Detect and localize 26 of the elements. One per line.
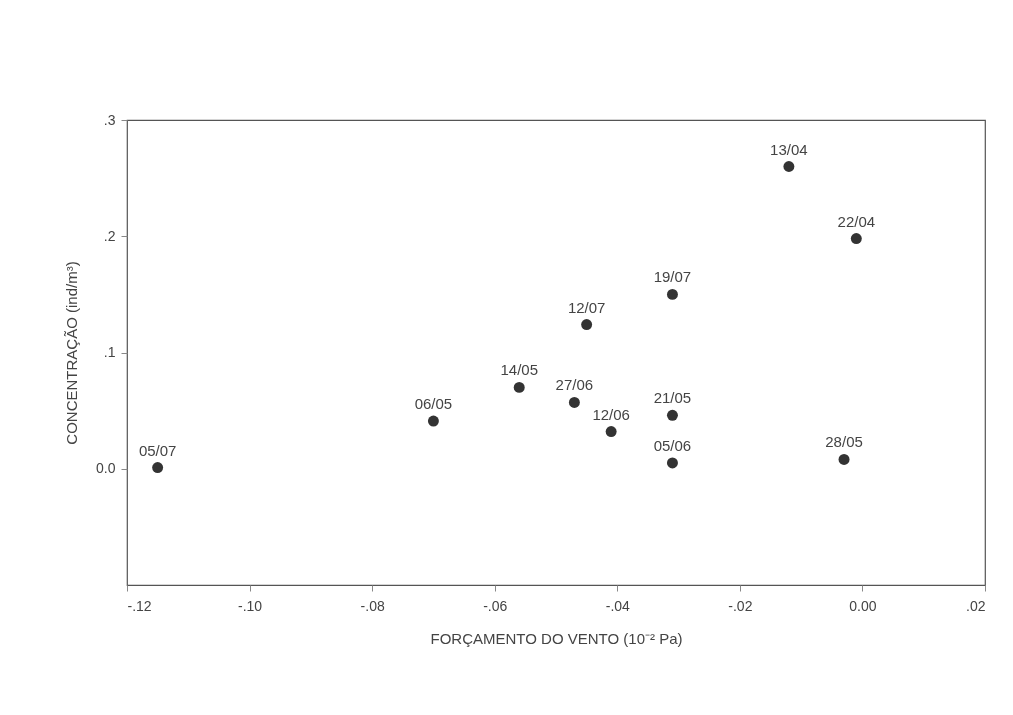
x-tick-label: -.08 <box>360 597 385 614</box>
annotation: 13/04 <box>770 140 808 158</box>
y-tick-label: 0.0 <box>96 460 116 477</box>
y-tick-label: .1 <box>103 344 116 360</box>
annotation: 14/05 <box>500 361 538 379</box>
annotation: 27/06 <box>555 376 594 394</box>
y-axis-title: CONCENTRAÇÃO (ind/m³) <box>63 261 81 445</box>
annotation: 05/07 <box>138 441 177 459</box>
annotation: 06/05 <box>414 395 453 413</box>
x-tick-label: -.10 <box>238 597 263 614</box>
x-tick-label: -.04 <box>605 597 631 614</box>
annotation: 19/07 <box>653 268 692 286</box>
x-tick-label: -.02 <box>728 597 753 614</box>
x-axis-title: FORÇAMENTO DO VENTO (10⁻² Pa) <box>430 629 683 647</box>
y-tick-label: .2 <box>103 227 116 244</box>
y-tick-label: .3 <box>103 111 116 128</box>
annotation: 12/07 <box>567 298 606 316</box>
x-tick-label: -.12 <box>127 597 152 614</box>
annotation: 12/06 <box>592 405 630 423</box>
x-tick-label: 0.00 <box>849 597 877 614</box>
x-tick-label: .02 <box>966 597 986 614</box>
annotation: 28/05 <box>825 433 863 451</box>
x-tick-label: -.06 <box>483 597 508 614</box>
annotation: 22/04 <box>837 212 876 230</box>
annotation: 05/06 <box>653 436 692 454</box>
annotation: 21/05 <box>653 389 692 407</box>
